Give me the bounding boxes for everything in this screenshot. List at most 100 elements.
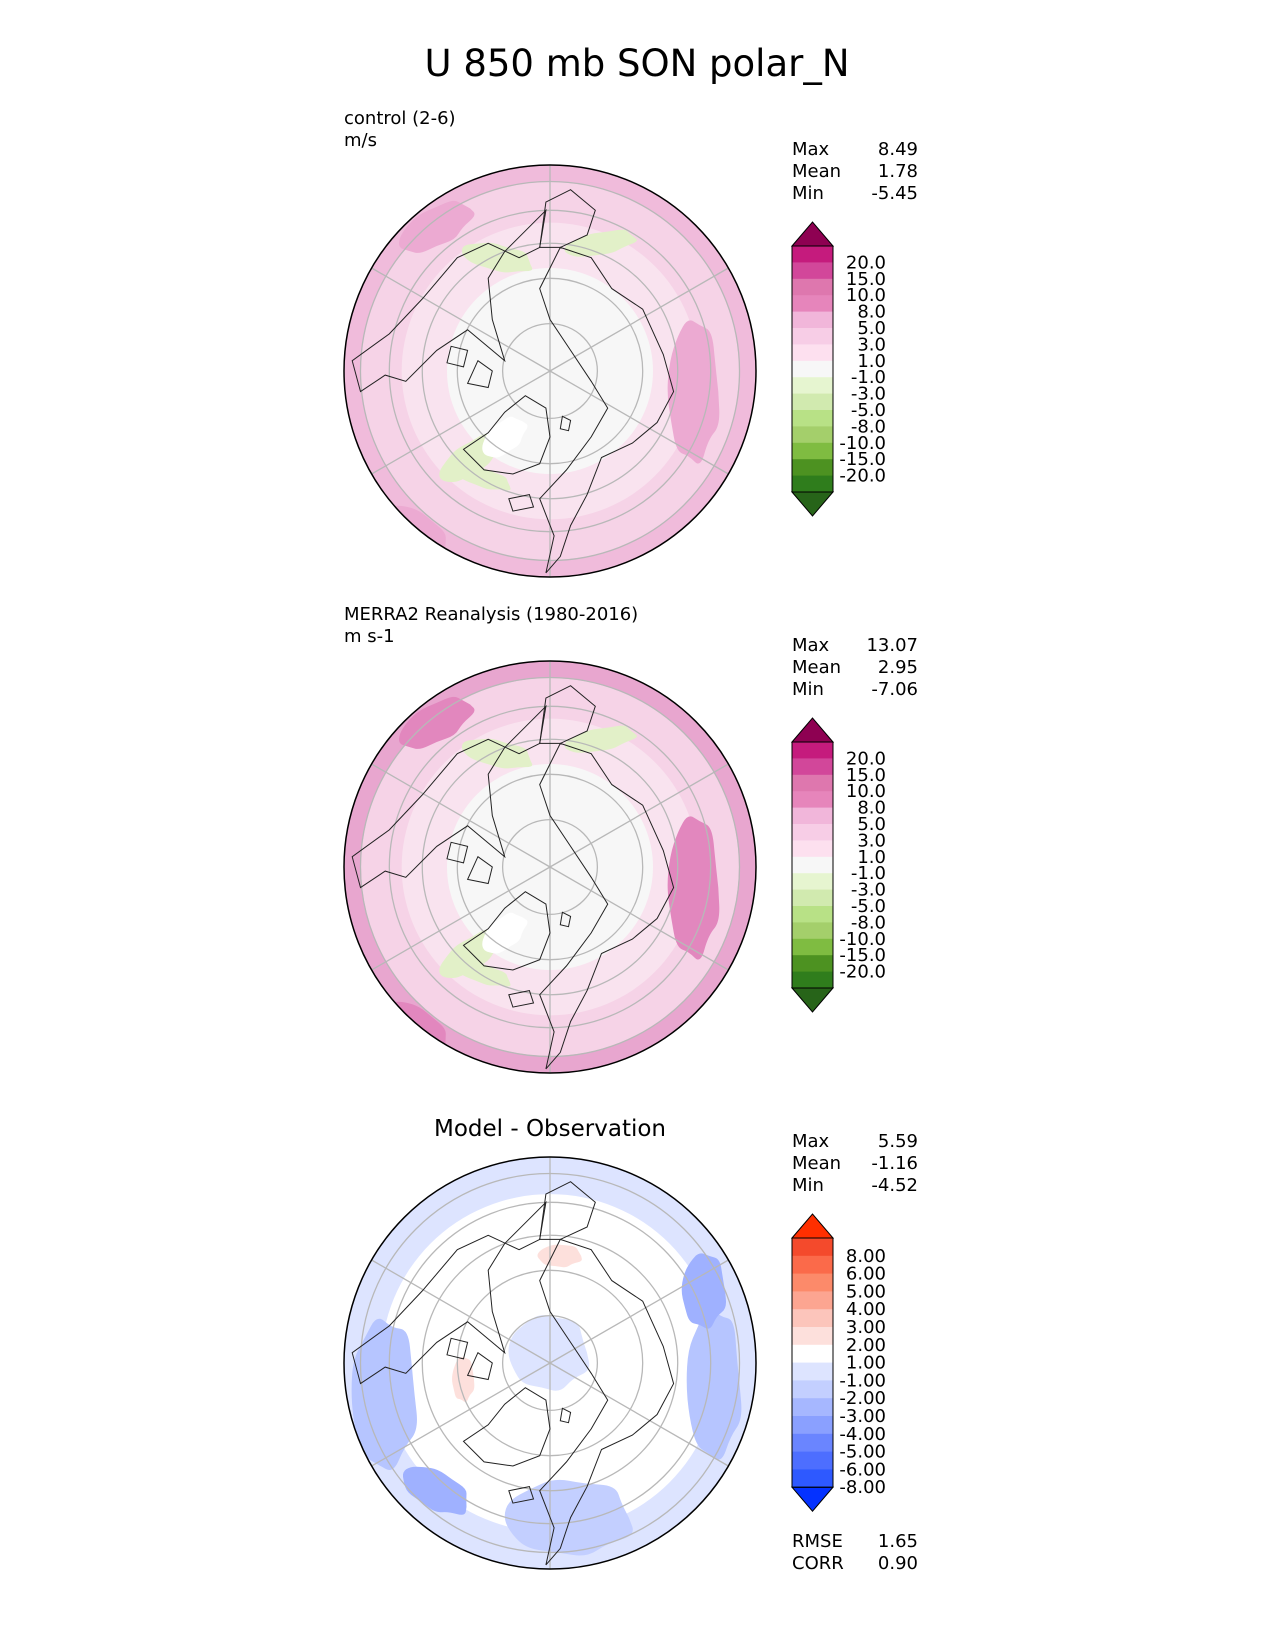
colorbar-tick-label: 8.0 [857,798,886,819]
colorbar-tick-label: -15.0 [839,945,886,966]
coastline [539,189,596,248]
colorbar-segment [792,955,833,973]
colorbar-segment [792,824,833,841]
contour-patch [482,912,528,954]
colorbar-segment [792,459,833,477]
contour-patch [667,816,720,960]
colorbar-tick-label: 3.0 [857,830,886,851]
colorbar-tick-label: 8.0 [857,302,886,323]
colorbar-segment [792,344,833,362]
stat-value: 2.95 [878,657,918,678]
colorbar-tick-label: 15.0 [846,269,886,290]
colorbar-segment [792,295,833,313]
coastline [466,1351,493,1381]
contour-patch [686,1308,742,1460]
stat-name: Min [792,183,824,204]
meridian-gridline [549,267,729,372]
colorbar-extend-min [790,987,835,1013]
colorbar-segment [792,1238,833,1257]
colorbar-tick-label: 2.00 [846,1335,886,1356]
stat-name: CORR [792,1553,844,1574]
colorbar-segment [792,377,833,395]
contour-patch [504,1479,633,1556]
coastline [559,911,572,928]
colorbar-segment [792,807,833,825]
colorbar-segment [792,1344,833,1364]
meridian-gridline [371,866,551,971]
colorbar-segment [792,1469,833,1488]
colorbar-segment [792,889,833,907]
colorbar-tick-label: -20.0 [839,962,886,983]
colorbar-tick-label: -2.00 [839,1388,886,1409]
panel-label: control (2-6) [344,108,456,129]
meridian-gridline [371,370,551,475]
stat-value: 1.78 [878,161,918,182]
coastline [539,685,596,744]
coastline [508,990,535,1008]
colorbar-segment [792,906,833,923]
coastline [539,246,675,574]
colorbar-tick-label: -20.0 [839,466,886,487]
colorbar-tick-label: -5.0 [851,896,886,917]
polar-map [344,165,756,577]
colorbar-segment [792,774,833,792]
stat-value: 1.65 [878,1531,918,1552]
colorbar-tick-label: 10.0 [846,781,886,802]
contour-patch [667,320,720,464]
colorbar-tick-label: -15.0 [839,449,886,470]
colorbar-frame [791,245,834,493]
panel-title: Model - Observation [434,1116,666,1142]
contour-patch [402,1466,467,1515]
colorbar-segment [792,1309,833,1328]
colorbar-segment [792,328,833,345]
stat-value: 0.90 [878,1553,918,1574]
colorbar-segment [792,1291,833,1310]
colorbar-tick-label: 6.00 [846,1264,886,1285]
colorbar-segment [792,442,833,460]
contour-patch [398,200,475,253]
contour-patch [564,229,637,257]
coastline [539,1238,675,1566]
stat-value: 5.59 [878,1131,918,1152]
stat-name: Min [792,679,824,700]
colorbar-segment [792,246,833,263]
colorbar-segment [792,1451,833,1470]
coastline [559,415,572,432]
colorbar-segment [792,873,833,891]
colorbar-extend-max [790,1213,835,1239]
colorbar-segment [792,311,833,329]
colorbar-extend-min [790,1486,835,1512]
colorbar-extend-min [790,491,835,517]
colorbar-tick-label: -8.0 [851,912,886,933]
coastline [446,345,469,368]
colorbar: 20.015.010.08.05.03.01.0-1.0-3.0-5.0-8.0… [790,221,886,517]
colorbar-tick-label: 20.0 [846,252,886,273]
stat-name: Min [792,1175,824,1196]
colorbar-segment [792,1327,833,1346]
colorbar-segment [792,393,833,411]
panel-3: Model - Observation Max 5.59 Mean -1.16 Min -4… [343,1116,918,1574]
stat-name: Max [792,635,830,656]
stat-name: Mean [792,161,841,182]
colorbar-tick-label: 8.00 [846,1246,886,1267]
contour-patch [537,1244,582,1268]
meridian-gridline [549,370,729,475]
colorbar: 20.015.010.08.05.03.01.0-1.0-3.0-5.0-8.0… [790,717,886,1013]
coastline [539,742,675,1070]
colorbar-tick-label: 20.0 [846,748,886,769]
colorbar-segment [792,278,833,296]
panel-2: MERRA2 Reanalysis (1980-2016)m s-1 Max 13.… [343,604,918,1074]
colorbar-extend-max [790,717,835,743]
coastline [351,704,547,889]
meridian-gridline [371,763,551,868]
colorbar-tick-label: 15.0 [846,765,886,786]
coastline [462,891,551,971]
contour-patch [564,725,637,753]
colorbar-tick-label: 10.0 [846,285,886,306]
colorbar-segment [792,1362,833,1381]
colorbar-segment [792,758,833,776]
panel-units: m s-1 [344,626,395,647]
colorbar-segment [792,360,833,378]
coastline [446,841,469,864]
coastline [446,1337,469,1360]
